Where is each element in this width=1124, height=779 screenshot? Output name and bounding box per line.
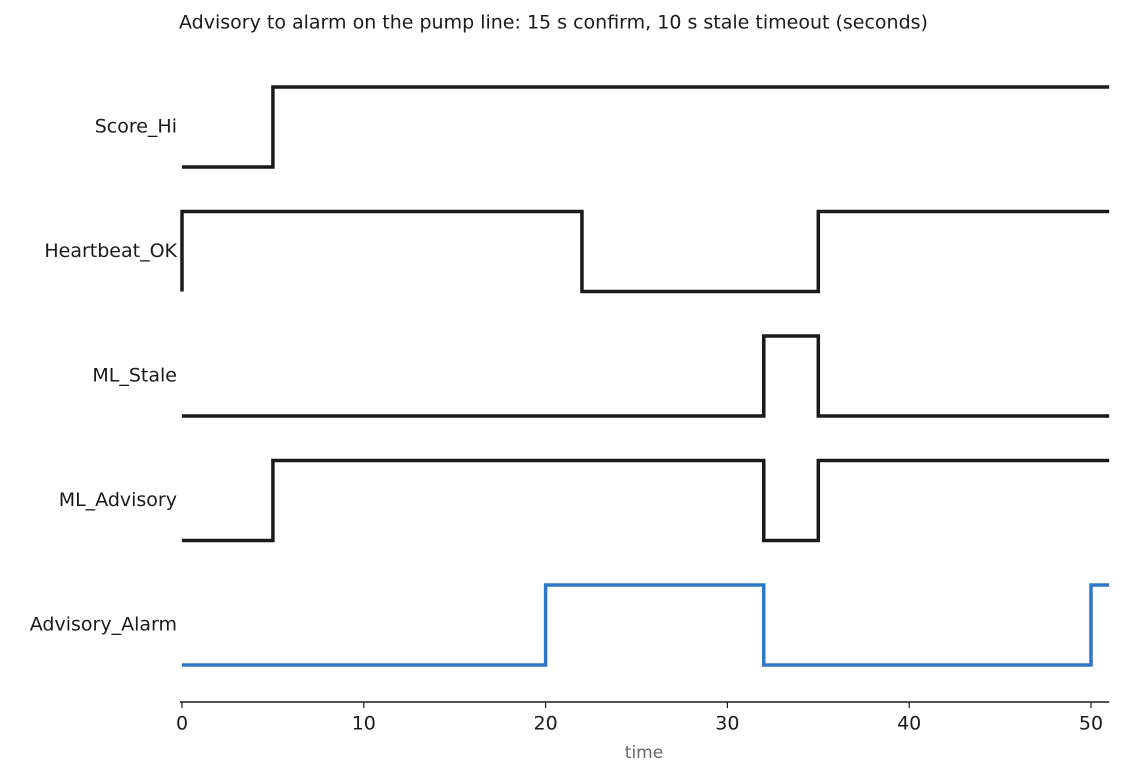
signal-label: ML_Advisory [59, 489, 177, 511]
signal-trace [182, 583, 1110, 667]
x-tick-label: 0 [176, 713, 188, 735]
signal-trace [182, 85, 1110, 169]
signal-trace [182, 458, 1110, 543]
signal-trace [182, 334, 1110, 418]
x-tick-label: 50 [1079, 713, 1103, 735]
x-tick-label: 10 [352, 713, 376, 735]
chart-title: Advisory to alarm on the pump line: 15 s… [179, 12, 928, 34]
x-tick-label: 40 [897, 713, 921, 735]
signal-label: Advisory_Alarm [30, 614, 177, 636]
signal-label: ML_Stale [92, 365, 177, 387]
x-tick-label: 20 [534, 713, 558, 735]
signal-label: Heartbeat_OK [44, 240, 177, 262]
signal-label: Score_Hi [95, 116, 177, 138]
x-tick-label: 30 [715, 713, 739, 735]
x-axis-label: time [625, 743, 663, 763]
signal-trace [180, 209, 1110, 294]
